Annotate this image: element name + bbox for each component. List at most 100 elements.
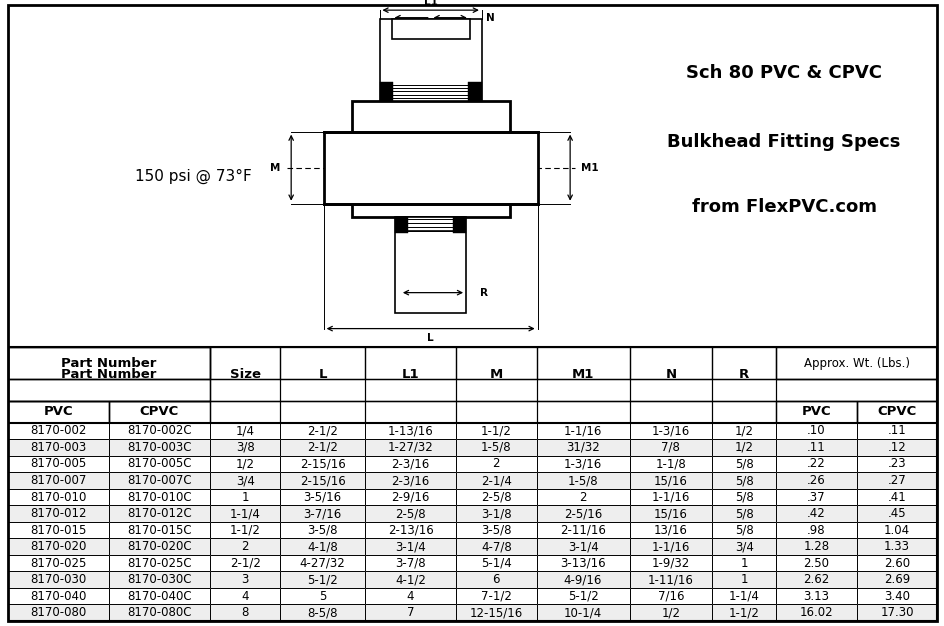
Bar (775, 538, 856, 555)
Bar (109, 522, 210, 538)
Bar (324, 131, 537, 203)
Bar (629, 347, 712, 379)
Bar (210, 456, 280, 472)
Text: 8170-005C: 8170-005C (127, 458, 192, 471)
Text: 3-13/16: 3-13/16 (560, 557, 605, 570)
Bar (280, 505, 364, 522)
Bar (364, 456, 456, 472)
Bar (629, 423, 712, 439)
Bar (280, 588, 364, 605)
Bar (8, 505, 109, 522)
Text: 5/8: 5/8 (734, 523, 752, 536)
Bar (775, 456, 856, 472)
Text: 1-9/32: 1-9/32 (651, 557, 689, 570)
Bar (775, 605, 856, 621)
Bar (391, 19, 469, 39)
Text: 1.28: 1.28 (802, 540, 829, 553)
Bar (536, 555, 629, 572)
Bar (109, 423, 210, 439)
Text: 3-5/16: 3-5/16 (303, 491, 342, 503)
Text: 1-1/16: 1-1/16 (651, 491, 689, 503)
Bar (456, 605, 536, 621)
Bar (456, 423, 536, 439)
Text: N: N (486, 13, 495, 23)
Text: 1-5/8: 1-5/8 (480, 441, 511, 454)
Text: 1-1/8: 1-1/8 (655, 458, 685, 471)
Bar (8, 347, 210, 401)
Text: 8170-040C: 8170-040C (127, 590, 192, 603)
Bar (210, 347, 280, 401)
Bar (456, 588, 536, 605)
Text: 12-15/16: 12-15/16 (469, 606, 522, 619)
Bar (109, 605, 210, 621)
Bar (8, 572, 109, 588)
Bar (712, 588, 775, 605)
Bar (856, 505, 936, 522)
Bar (364, 401, 456, 423)
Text: .42: .42 (806, 507, 825, 520)
Text: 8170-040: 8170-040 (30, 590, 86, 603)
Bar (536, 347, 629, 401)
Text: 8170-030C: 8170-030C (127, 573, 192, 586)
Text: M: M (269, 163, 279, 173)
Bar (364, 538, 456, 555)
Bar (210, 522, 280, 538)
Bar (280, 347, 364, 401)
Bar (280, 522, 364, 538)
Bar (456, 555, 536, 572)
Text: R: R (480, 287, 487, 297)
Bar (364, 588, 456, 605)
Bar (629, 605, 712, 621)
Bar (536, 522, 629, 538)
Bar (536, 423, 629, 439)
Text: 1: 1 (740, 573, 748, 586)
Bar (210, 605, 280, 621)
Bar (712, 401, 775, 423)
Bar (629, 439, 712, 456)
Text: 8170-010C: 8170-010C (127, 491, 192, 503)
Text: 2-15/16: 2-15/16 (299, 474, 346, 487)
Bar (456, 572, 536, 588)
Bar (109, 505, 210, 522)
Bar (8, 401, 109, 423)
Bar (712, 505, 775, 522)
Bar (8, 588, 109, 605)
Bar (456, 572, 536, 588)
Text: .27: .27 (886, 474, 905, 487)
Text: 2-1/4: 2-1/4 (480, 474, 511, 487)
Bar (210, 572, 280, 588)
Bar (856, 605, 936, 621)
Text: 3-1/4: 3-1/4 (395, 540, 426, 553)
Text: 7/8: 7/8 (661, 441, 680, 454)
Bar (280, 439, 364, 456)
Bar (629, 439, 712, 456)
Bar (456, 555, 536, 572)
Bar (109, 456, 210, 472)
Text: 1.33: 1.33 (884, 540, 909, 553)
Text: 1-1/2: 1-1/2 (480, 424, 511, 438)
Bar (210, 505, 280, 522)
Bar (280, 347, 364, 379)
Bar (456, 423, 536, 439)
Bar (8, 423, 109, 439)
Text: 2-1/2: 2-1/2 (307, 424, 338, 438)
Bar (395, 217, 465, 313)
Text: 1/4: 1/4 (235, 424, 255, 438)
Text: 8170-020C: 8170-020C (127, 540, 192, 553)
Text: R: R (738, 367, 749, 381)
Bar (456, 605, 536, 621)
Bar (109, 588, 210, 605)
Bar (109, 472, 210, 489)
Bar (536, 456, 629, 472)
Bar (536, 439, 629, 456)
Bar (775, 605, 856, 621)
Bar (364, 489, 456, 505)
Bar (856, 588, 936, 605)
Text: 5-1/4: 5-1/4 (480, 557, 511, 570)
Bar (364, 572, 456, 588)
Bar (629, 605, 712, 621)
Bar (8, 522, 109, 538)
Bar (280, 505, 364, 522)
Bar (364, 347, 456, 401)
Text: 150 psi @ 73°F: 150 psi @ 73°F (135, 168, 252, 184)
